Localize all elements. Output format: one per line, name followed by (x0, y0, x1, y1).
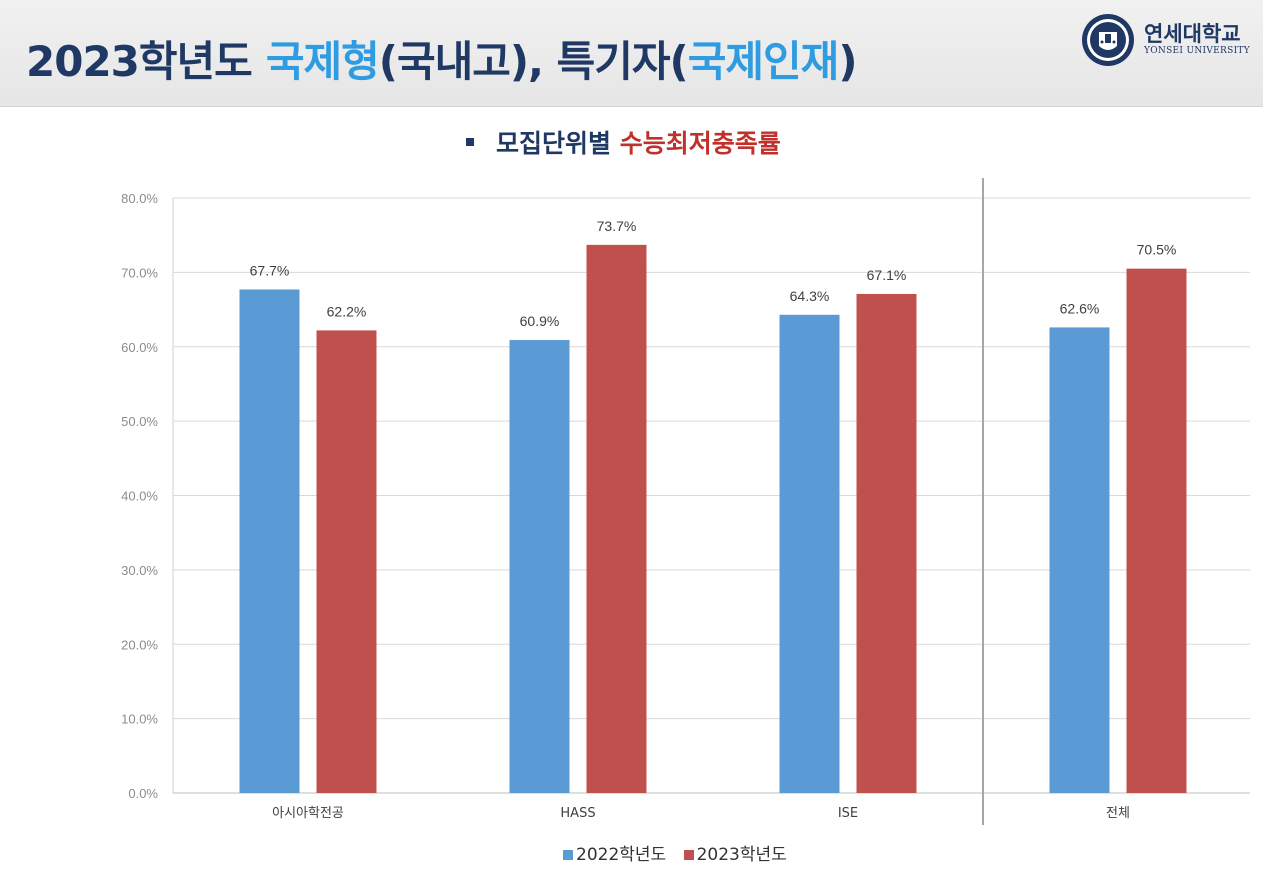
page-title: 2023학년도 국제형(국내고), 특기자(국제인재) (26, 28, 858, 89)
bar (509, 340, 570, 793)
chart-subtitle: 모집단위별 수능최저충족률 (466, 124, 781, 160)
bar (1126, 268, 1187, 793)
bar (779, 314, 840, 793)
bullet-icon (466, 138, 474, 146)
x-tick-label: 아시아학전공 (272, 806, 344, 821)
logo-text-korean: 연세대학교 (1144, 22, 1241, 46)
x-tick-label: HASS (560, 806, 595, 821)
legend-swatch-2022 (563, 850, 573, 860)
title-part3: ) (838, 37, 857, 86)
title-accent2: 국제인재 (687, 37, 840, 86)
y-tick-label: 50.0% (121, 414, 158, 429)
y-tick-label: 30.0% (121, 563, 158, 578)
y-tick-label: 80.0% (121, 191, 158, 206)
x-tick-label: ISE (838, 806, 858, 821)
y-tick-label: 20.0% (121, 637, 158, 652)
legend-label-2022: 2022학년도 (576, 845, 667, 865)
title-year: 2023학년도 (26, 37, 253, 86)
university-logo: 연세대학교 YONSEI UNIVERSITY (1080, 12, 1263, 68)
data-label: 60.9% (520, 313, 560, 329)
bar (856, 293, 917, 793)
legend-item-2022: 2022학년도 (563, 840, 666, 865)
data-label: 70.5% (1137, 242, 1177, 258)
data-label: 64.3% (790, 288, 830, 304)
university-seal-icon (1082, 14, 1134, 66)
legend-label-2023: 2023학년도 (696, 845, 787, 865)
y-tick-label: 10.0% (121, 712, 158, 727)
header-bar: 2023학년도 국제형(국내고), 특기자(국제인재) 연세대학교 YONSEI … (0, 0, 1263, 107)
y-tick-label: 0.0% (128, 786, 158, 801)
x-tick-label: 전체 (1106, 806, 1130, 821)
chart-legend: 2022학년도 2023학년도 (563, 840, 799, 865)
legend-swatch-2023 (683, 850, 694, 860)
bar (239, 289, 300, 793)
y-tick-label: 60.0% (121, 340, 158, 355)
data-label: 62.2% (327, 303, 367, 319)
data-label: 67.1% (867, 267, 907, 283)
bar (1049, 327, 1110, 793)
y-tick-label: 70.0% (121, 265, 158, 280)
bar (586, 244, 647, 793)
bar (316, 330, 377, 793)
subtitle-highlight: 수능최저충족률 (619, 129, 781, 158)
logo-text-english: YONSEI UNIVERSITY (1144, 46, 1250, 56)
title-part2: (국내고), 특기자( (378, 37, 689, 86)
data-label: 73.7% (597, 218, 637, 234)
legend-item-2023: 2023학년도 (683, 840, 787, 865)
data-label: 67.7% (250, 262, 290, 278)
subtitle-prefix: 모집단위별 (496, 129, 612, 158)
data-label: 62.6% (1060, 300, 1100, 316)
y-tick-label: 40.0% (121, 489, 158, 504)
title-accent: 국제형 (265, 37, 380, 86)
